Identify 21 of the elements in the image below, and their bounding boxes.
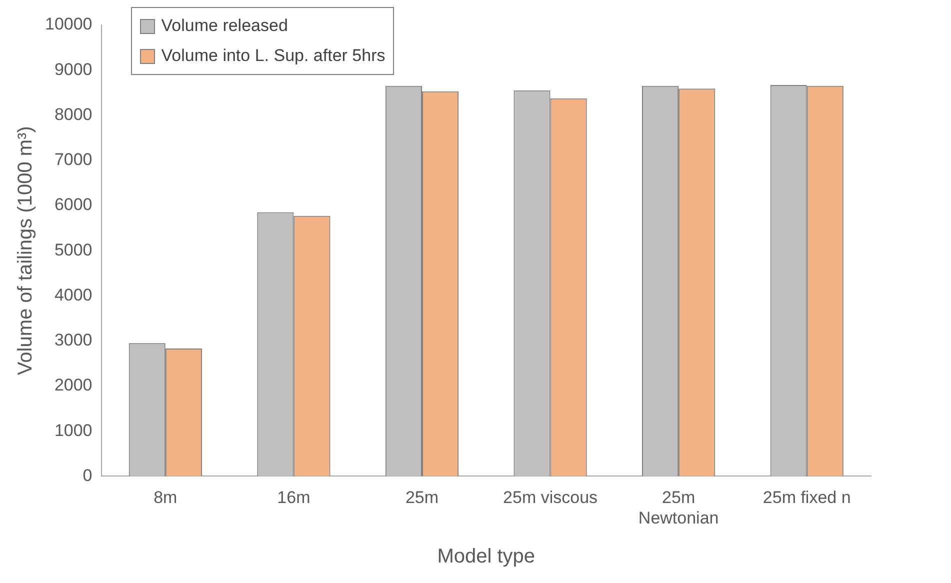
y-axis-title: Volume of tailings (1000 m³): [14, 126, 37, 376]
y-tick-label: 3000: [54, 330, 92, 350]
x-tick-label: 25m Newtonian: [638, 488, 719, 528]
x-tick-label: 16m: [277, 488, 310, 508]
y-tick-label: 7000: [54, 150, 92, 170]
x-axis-title: Model type: [437, 546, 536, 568]
y-tick-label: 4000: [54, 285, 92, 304]
x-tick-label: 8m: [154, 488, 178, 508]
y-tick-label: 8000: [54, 104, 92, 124]
y-tick-label: 10000: [44, 14, 92, 34]
y-tick-label: 2000: [54, 376, 92, 395]
y-tick-label: 6000: [54, 195, 92, 214]
legend-label: Volume into L. Sup. after 5hrs: [161, 46, 386, 66]
y-tick-label: 5000: [54, 240, 92, 260]
y-tick-label: 0: [82, 466, 92, 485]
x-tick-label: 25m: [405, 488, 439, 508]
y-tick-label: 9000: [54, 60, 92, 79]
x-tick-label: 25m viscous: [503, 488, 598, 508]
x-tick-label: 25m fixed n: [762, 488, 851, 508]
y-tick-label: 1000: [54, 420, 92, 440]
legend-label: Volume released: [161, 16, 288, 36]
